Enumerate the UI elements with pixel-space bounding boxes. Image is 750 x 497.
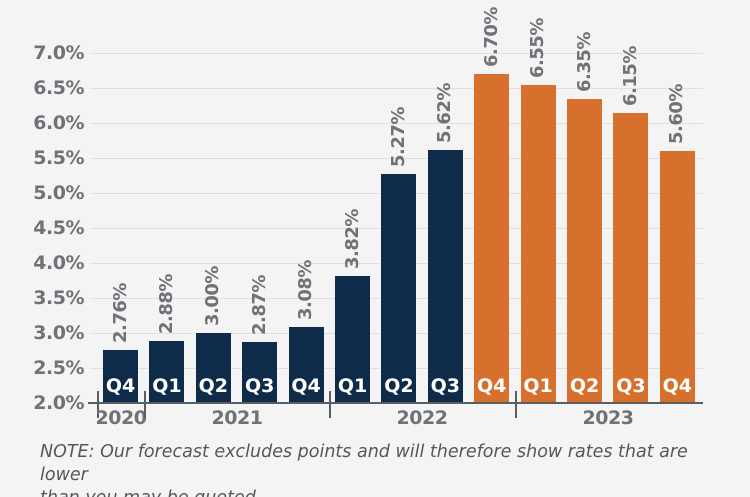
bar-q4-2023: Q4 [659, 151, 695, 403]
bar-quarter-label: Q2 [569, 375, 600, 397]
y-axis-tick-label: 3.5% [33, 287, 84, 309]
y-axis-tick-label: 2.0% [33, 392, 84, 414]
year-separator-tick [329, 391, 331, 418]
year-label-2021: 2021 [211, 407, 263, 429]
bar-value-label: 6.35% [573, 31, 595, 92]
x-axis-line [88, 402, 703, 404]
bar-quarter-label: Q1 [337, 374, 368, 397]
y-axis-tick-label: 2.5% [33, 357, 84, 379]
bar-value-label: 5.62% [434, 82, 456, 143]
footnote-line-2: than you may be quoted. [40, 487, 735, 497]
bar-quarter-label: Q1 [523, 375, 553, 397]
bar-value-label: 3.00% [202, 266, 224, 326]
footnote-line-1: NOTE: Our forecast excludes points and w… [40, 442, 688, 485]
year-label-2023: 2023 [582, 407, 634, 429]
bar-value-label: 3.82% [341, 208, 363, 269]
bar-value-label: 2.88% [155, 274, 177, 335]
gridline [90, 158, 703, 159]
bar-quarter-label: Q2 [198, 375, 228, 397]
bar-q3-2022: Q3 [427, 149, 463, 403]
bar-quarter-label: Q4 [662, 375, 692, 397]
bar-quarter-label: Q2 [384, 374, 414, 397]
bar-value-label: 5.60% [666, 84, 688, 144]
bar-value-label: 6.70% [480, 7, 502, 67]
bar-value-label: 2.76% [109, 282, 131, 343]
bar-q4-2020: Q4 [103, 349, 138, 403]
bar-quarter-label: Q4 [291, 374, 321, 397]
bar-q2-2023: Q2 [567, 98, 602, 403]
bar-q4-2021: Q4 [288, 327, 324, 403]
year-label-2020: 2020 [95, 407, 147, 429]
bar-value-label: 5.27% [387, 107, 409, 168]
y-axis-tick-label: 6.0% [33, 112, 84, 134]
y-axis-tick-label: 7.0% [33, 42, 84, 64]
gridline [90, 53, 703, 54]
bar-q1-2022: Q1 [335, 275, 370, 403]
y-axis-tick-label: 6.5% [33, 77, 84, 99]
bar-value-label: 2.87% [248, 275, 270, 336]
gridline [90, 123, 703, 124]
y-axis-tick-label: 4.0% [33, 252, 84, 274]
y-axis-tick-label: 5.5% [33, 147, 84, 169]
gridline [90, 88, 703, 89]
year-label-2022: 2022 [396, 407, 448, 429]
bar-quarter-label: Q4 [105, 374, 136, 397]
y-axis-tick-label: 3.0% [33, 322, 84, 344]
y-axis-tick-label: 4.5% [33, 217, 84, 239]
bar-value-label: 3.08% [295, 260, 317, 321]
bar-q1-2023: Q1 [520, 84, 556, 403]
bar-value-label: 6.55% [527, 17, 549, 78]
bar-q4-2022: Q4 [474, 74, 510, 403]
bar-q3-2021: Q3 [242, 342, 278, 403]
bar-q1-2021: Q1 [149, 341, 185, 403]
year-separator-tick [144, 391, 146, 418]
bar-q2-2021: Q2 [195, 333, 231, 403]
bar-quarter-label: Q3 [616, 375, 646, 397]
year-separator-tick [515, 391, 517, 418]
bar-q2-2022: Q2 [381, 174, 417, 403]
bar-quarter-label: Q4 [477, 375, 507, 397]
bar-value-label: 6.15% [619, 45, 641, 106]
bar-quarter-label: Q3 [430, 374, 460, 397]
chart-footnote: NOTE: Our forecast excludes points and w… [40, 441, 735, 497]
bar-quarter-label: Q1 [152, 374, 182, 397]
bar-q3-2023: Q3 [613, 112, 649, 403]
y-axis-tick-label: 5.0% [33, 182, 84, 204]
bar-quarter-label: Q3 [245, 374, 275, 397]
year-separator-tick [97, 391, 99, 418]
